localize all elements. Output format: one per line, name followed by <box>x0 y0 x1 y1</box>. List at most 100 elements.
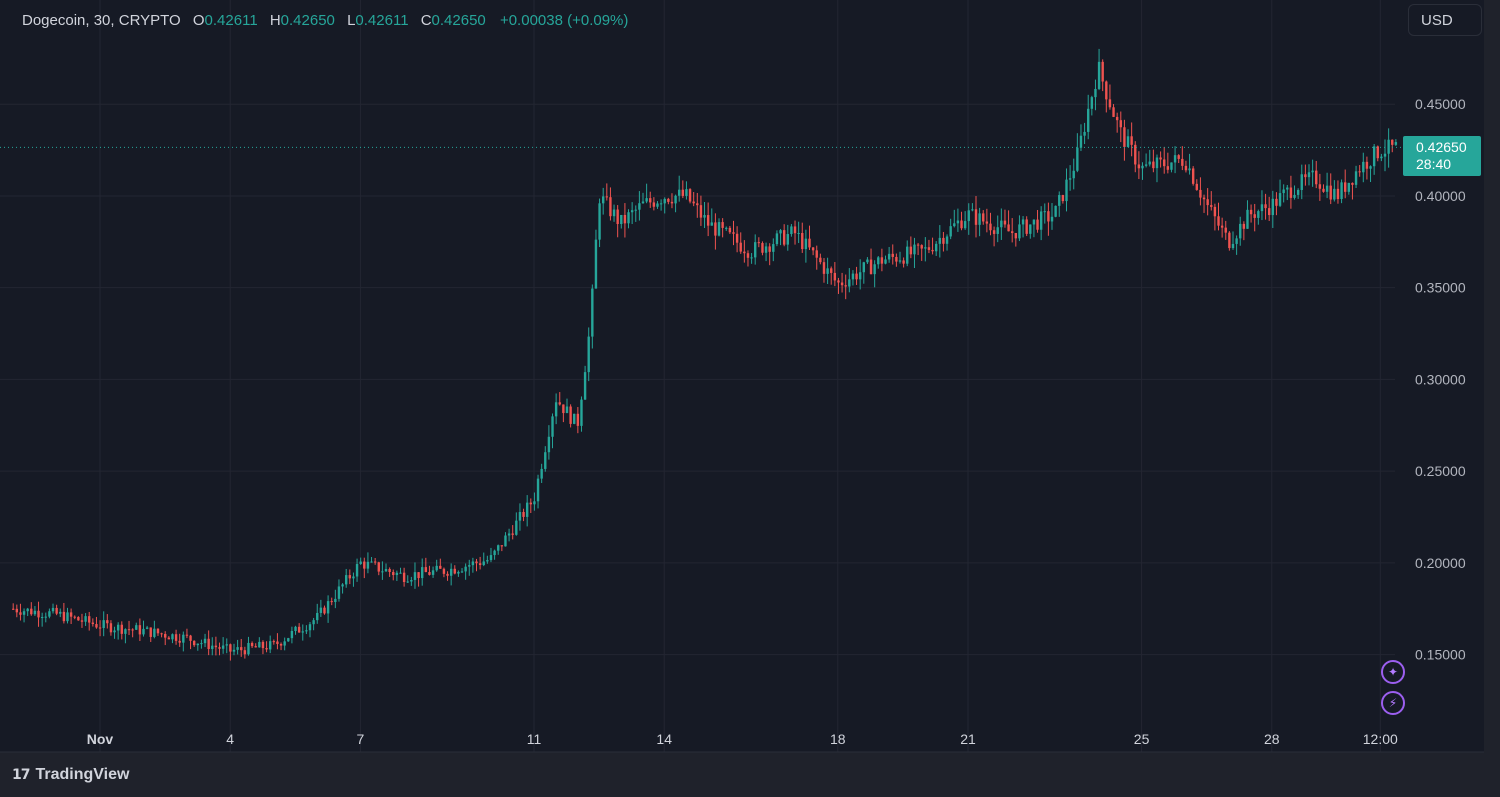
candle-body <box>164 633 167 638</box>
candle-body <box>30 608 33 615</box>
candle-body <box>1333 188 1336 200</box>
candle-body <box>938 237 942 244</box>
candle-body <box>518 511 522 521</box>
candle-body <box>1047 211 1050 222</box>
candle-body <box>1144 164 1148 166</box>
candle-body <box>200 643 203 645</box>
candle-body <box>1289 187 1293 198</box>
candle-body <box>826 268 829 274</box>
candle-body <box>1369 166 1372 169</box>
candle-body <box>851 273 855 280</box>
candle-body <box>920 245 923 249</box>
candle-body <box>735 233 739 243</box>
candle-body <box>174 634 178 641</box>
candle-body <box>417 572 420 579</box>
candle-body <box>822 262 826 274</box>
candle-body <box>1029 224 1032 234</box>
candle-body <box>1018 224 1021 239</box>
candle-body <box>283 641 286 646</box>
candle-body <box>478 563 482 566</box>
x-tick-label: 4 <box>226 731 234 747</box>
candle-body <box>685 189 688 196</box>
candle-body <box>1271 198 1275 216</box>
x-tick-label: 14 <box>656 731 672 747</box>
candle-body <box>544 452 547 469</box>
candle-body <box>1275 198 1278 206</box>
candle-body <box>1155 157 1159 169</box>
y-tick-label: 0.35000 <box>1415 280 1466 296</box>
x-tick-label: 11 <box>527 731 542 747</box>
candle-body <box>598 203 601 240</box>
candle-body <box>866 259 869 263</box>
candle-body <box>887 253 891 260</box>
candle-body <box>373 561 377 563</box>
candle-body <box>982 213 985 222</box>
candle-body <box>1235 238 1238 244</box>
candle-body <box>196 643 199 646</box>
candle-body <box>1000 220 1003 228</box>
y-tick-label: 0.25000 <box>1415 463 1466 479</box>
candle-body <box>410 579 413 582</box>
y-tick-label: 0.20000 <box>1415 555 1466 571</box>
candle-body <box>594 239 598 289</box>
candle-body <box>1079 135 1083 148</box>
candle-body <box>453 568 456 574</box>
candle-body <box>583 372 587 400</box>
candle-body <box>1239 223 1242 239</box>
candle-body <box>145 627 149 629</box>
candle-body <box>638 203 641 210</box>
candle-body <box>149 627 152 637</box>
candle-body <box>406 581 409 583</box>
last-price-value: 0.42650 <box>1416 139 1467 156</box>
candle-body <box>1087 108 1090 132</box>
candle-body <box>44 616 47 618</box>
candle-body <box>573 413 576 424</box>
chart-pane[interactable] <box>0 0 1484 752</box>
candle-body <box>645 198 648 202</box>
candle-body <box>1007 224 1010 232</box>
lightning-icon[interactable]: ⚡ <box>1381 691 1405 715</box>
candle-body <box>616 209 619 224</box>
candle-body <box>431 570 435 575</box>
candle-body <box>334 598 337 603</box>
candle-body <box>507 533 511 536</box>
candle-body <box>330 601 333 603</box>
candle-body <box>688 189 692 202</box>
sparkle-icon[interactable]: ✦ <box>1381 660 1405 684</box>
candle-body <box>587 336 590 373</box>
candle-body <box>48 611 51 617</box>
candle-body <box>232 649 236 652</box>
candle-body <box>811 247 815 251</box>
candle-body <box>992 230 996 234</box>
open-label: O <box>192 12 205 29</box>
currency-button[interactable]: USD <box>1408 4 1482 36</box>
candle-body <box>493 550 496 556</box>
candle-body <box>1365 161 1369 169</box>
candle-body <box>1126 136 1130 147</box>
tradingview-brand[interactable]: 17 TradingView <box>12 766 129 784</box>
candle-body <box>1184 165 1188 171</box>
candle-body <box>247 642 250 655</box>
candle-body <box>489 555 493 561</box>
candle-body <box>934 243 938 252</box>
candle-body <box>1076 147 1079 171</box>
candle-body <box>109 623 113 633</box>
candle-body <box>1043 211 1046 213</box>
candle-body <box>91 622 95 625</box>
candle-body <box>344 575 348 585</box>
candle-body <box>649 198 652 203</box>
low-label: L <box>347 12 356 29</box>
candle-body <box>1050 216 1054 222</box>
candle-body <box>641 201 645 204</box>
candle-body <box>775 233 779 245</box>
candle-body <box>1296 189 1300 195</box>
candle-body <box>192 640 196 646</box>
candle-body <box>1387 139 1390 154</box>
candle-body <box>797 232 800 234</box>
candle-body <box>706 215 710 226</box>
candle-body <box>601 196 605 204</box>
candle-body <box>1108 99 1112 108</box>
candle-body <box>15 608 19 613</box>
candle-body <box>258 641 261 648</box>
